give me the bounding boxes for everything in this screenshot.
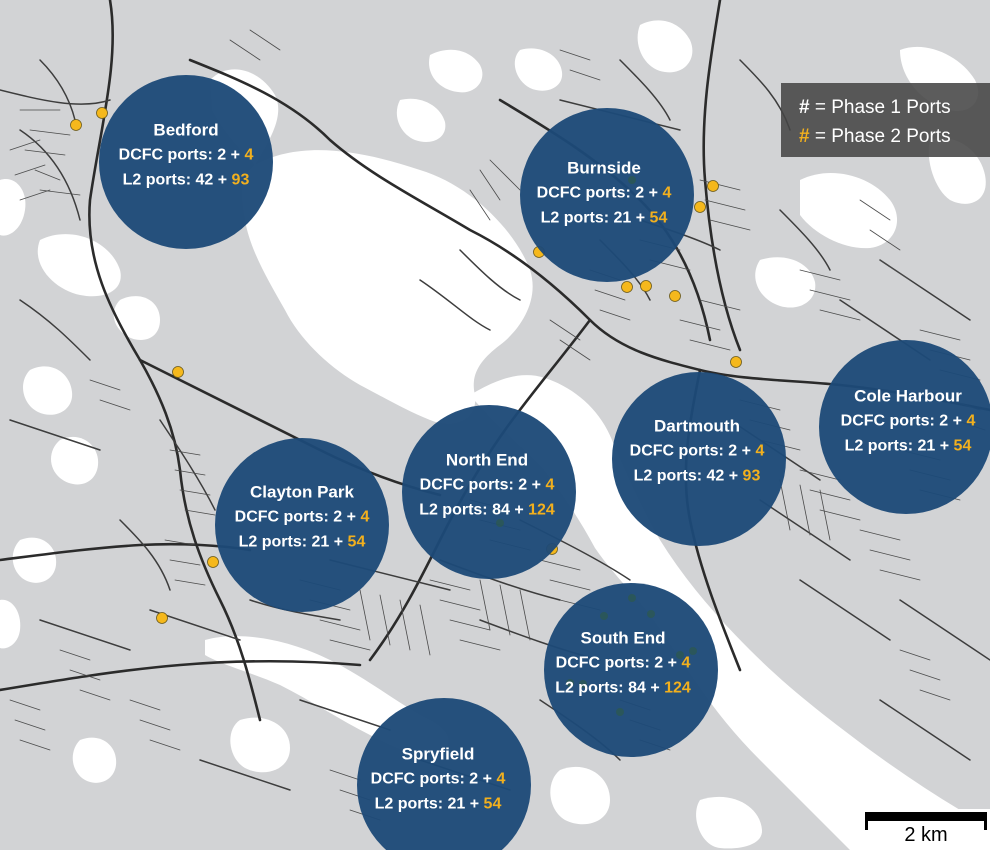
halifax-harbour (470, 375, 990, 850)
zone-circle-north-end (402, 405, 576, 579)
dcfc-ports: DCFC ports: 2 + 4 (840, 412, 976, 430)
l2-ports: L2 ports: 42 + 93 (122, 171, 250, 189)
zone-name: South End (580, 628, 666, 648)
station-dot (730, 356, 742, 368)
zone-circle-spryfield (357, 698, 531, 850)
dcfc-ports: DCFC ports: 2 + 4 (118, 146, 254, 164)
zone-name: North End (445, 450, 529, 470)
l2-ports: L2 ports: 42 + 93 (633, 467, 761, 485)
zone-name: Burnside (567, 158, 641, 178)
station-dot (207, 556, 219, 568)
zone-name: Clayton Park (250, 482, 354, 502)
zone-label-bedford: Bedford DCFC ports: 2 + 4 L2 ports: 42 +… (119, 118, 254, 193)
zone-circle-cole-harbour (819, 340, 990, 514)
station-dot (172, 366, 184, 378)
scale-bar-label: 2 km (904, 824, 948, 846)
legend-phase-2: # = Phase 2 Ports (799, 126, 951, 147)
zone-label-north-end: North End DCFC ports: 2 + 4 L2 ports: 84… (419, 448, 555, 523)
zone-label-dartmouth: Dartmouth DCFC ports: 2 + 4 L2 ports: 42… (630, 414, 765, 489)
zone-circle-bedford (99, 75, 273, 249)
l2-ports: L2 ports: 21 + 54 (540, 209, 668, 227)
l2-ports: L2 ports: 84 + 124 (419, 501, 555, 519)
zone-name: Bedford (153, 120, 219, 140)
station-dot (640, 280, 652, 292)
bedford-basin (242, 150, 533, 424)
zone-circle-clayton-park (215, 438, 389, 612)
dcfc-ports: DCFC ports: 2 + 4 (234, 508, 370, 526)
l2-ports: L2 ports: 21 + 54 (374, 795, 502, 813)
station-dot (707, 180, 719, 192)
station-dot (96, 107, 108, 119)
dcfc-ports: DCFC ports: 2 + 4 (370, 770, 506, 788)
water (0, 20, 990, 850)
station-dot (694, 201, 706, 213)
zone-label-burnside: Burnside DCFC ports: 2 + 4 L2 ports: 21 … (537, 156, 672, 231)
zone-label-cole-harbour: Cole Harbour DCFC ports: 2 + 4 L2 ports:… (841, 384, 976, 459)
l2-ports: L2 ports: 21 + 54 (844, 437, 972, 455)
station-dot (669, 290, 681, 302)
dcfc-ports: DCFC ports: 2 + 4 (629, 442, 765, 460)
zone-circles (99, 75, 990, 850)
scale-bar-tick (984, 812, 987, 830)
scale-bar-tick (865, 812, 868, 830)
scale-bar-line (865, 812, 987, 821)
legend-phase-1: # = Phase 1 Ports (799, 97, 951, 118)
zone-name: Spryfield (401, 744, 475, 764)
legend: # = Phase 1 Ports # = Phase 2 Ports (781, 83, 990, 157)
station-dot (621, 281, 633, 293)
dcfc-ports: DCFC ports: 2 + 4 (536, 184, 672, 202)
dcfc-ports: DCFC ports: 2 + 4 (419, 476, 555, 494)
zone-circle-dartmouth (612, 372, 786, 546)
zone-circle-burnside (520, 108, 694, 282)
station-dot (70, 119, 82, 131)
inner-markers (496, 176, 697, 716)
scale-bar: 2 km (862, 809, 990, 850)
l2-ports: L2 ports: 21 + 54 (238, 533, 366, 551)
zone-circle-south-end (544, 583, 718, 757)
zone-name: Cole Harbour (854, 386, 962, 406)
zone-label-clayton-park: Clayton Park DCFC ports: 2 + 4 L2 ports:… (235, 480, 370, 555)
zone-name: Dartmouth (654, 416, 740, 436)
zone-label-spryfield: Spryfield DCFC ports: 2 + 4 L2 ports: 21… (371, 742, 506, 817)
l2-ports: L2 ports: 84 + 124 (555, 679, 691, 697)
zone-label-south-end: South End DCFC ports: 2 + 4 L2 ports: 84… (555, 626, 691, 701)
dcfc-ports: DCFC ports: 2 + 4 (555, 654, 691, 672)
station-dot (156, 612, 168, 624)
